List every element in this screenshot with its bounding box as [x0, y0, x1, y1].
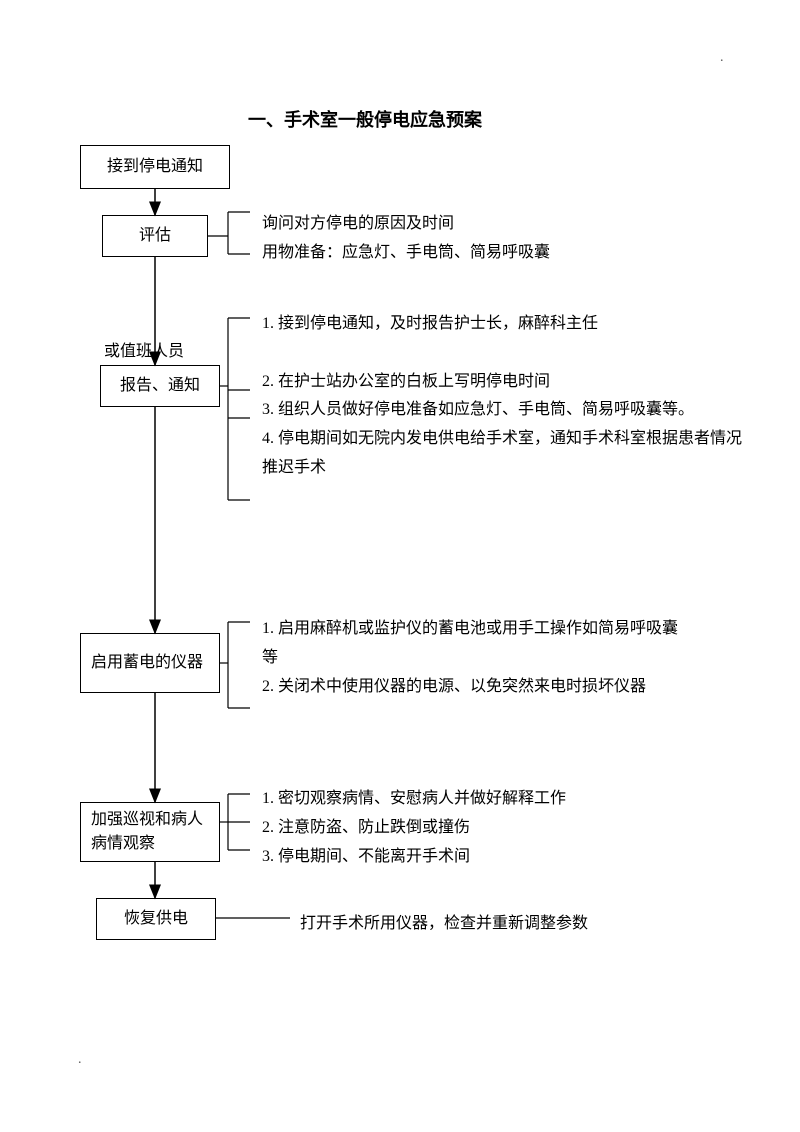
node-battery-text: 启用蓄电的仪器 — [91, 651, 203, 675]
detail-monitor: 1. 密切观察病情、安慰病人并做好解释工作2. 注意防盗、防止跌倒或撞伤3. 停… — [262, 785, 742, 871]
node-battery: 启用蓄电的仪器 — [80, 633, 220, 693]
detail-evaluate: 询问对方停电的原因及时间用物准备：应急灯、手电筒、简易呼吸囊 — [262, 210, 742, 268]
node-report: 报告、通知 — [100, 365, 220, 407]
detail-restore: 打开手术所用仪器，检查并重新调整参数 — [300, 910, 750, 939]
node-monitor: 加强巡视和病人病情观察 — [80, 802, 220, 862]
node-report-text: 报告、通知 — [120, 374, 200, 398]
page-dot-bottom: . — [78, 1052, 82, 1068]
page-title: 一、手术室一般停电应急预案 — [248, 106, 482, 132]
detail-report: 1. 接到停电通知，及时报告护士长，麻醉科主任2. 在护士站办公室的白板上写明停… — [262, 310, 742, 483]
node-restore-text: 恢复供电 — [124, 907, 188, 931]
detail-battery: 1. 启用麻醉机或监护仪的蓄电池或用手工操作如简易呼吸囊等2. 关闭术中使用仪器… — [262, 615, 692, 701]
node-evaluate: 评估 — [102, 215, 208, 257]
node-receive-notice: 接到停电通知 — [80, 145, 230, 189]
node-monitor-text: 加强巡视和病人病情观察 — [91, 808, 209, 856]
node-evaluate-text: 评估 — [139, 224, 171, 248]
node-restore: 恢复供电 — [96, 898, 216, 940]
page-dot-top: . — [720, 50, 724, 66]
node-report-label-above: 或值班人员 — [104, 338, 184, 367]
node-receive-notice-text: 接到停电通知 — [107, 155, 203, 179]
